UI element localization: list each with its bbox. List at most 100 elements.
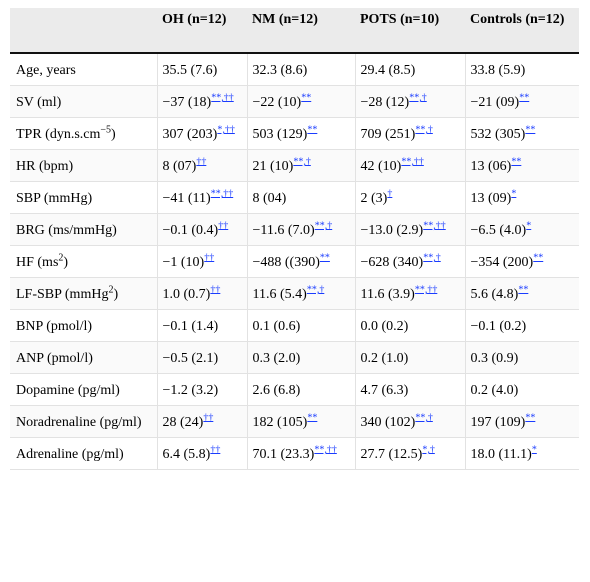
footnote-ref-link[interactable]: ** [319, 252, 330, 264]
cell-controls: 13 (09)* [465, 181, 579, 214]
footnote-ref-link[interactable]: **,†† [314, 444, 337, 456]
cell-oh: 35.5 (7.6) [157, 53, 248, 86]
footnote-ref-link[interactable]: ** [511, 156, 522, 168]
footnote-ref-link[interactable]: * [511, 188, 517, 200]
cell-oh: −1 (10)†† [157, 245, 248, 278]
footnote-ref-link[interactable]: ** [525, 124, 536, 136]
row-label-text: SBP (mmHg) [16, 191, 93, 206]
cell-controls: 18.0 (11.1)* [465, 437, 579, 470]
cell-value: 0.0 (0.2) [360, 319, 409, 334]
header-cell-pots: POTS (n=10) [355, 8, 465, 54]
row-label: ANP (pmol/l) [10, 341, 158, 374]
cell-nm: 8 (04) [247, 181, 356, 214]
footnote-ref-link[interactable]: †† [210, 284, 221, 296]
footnote-ref-link[interactable]: **,† [314, 220, 333, 232]
cell-value: 5.6 (4.8) [470, 287, 519, 302]
cell-value: −1.2 (3.2) [162, 383, 219, 398]
cell-controls: 0.3 (0.9) [465, 341, 579, 374]
cell-controls: 197 (109)** [465, 405, 579, 438]
footnote-ref-link[interactable]: * [531, 444, 537, 456]
row-label: Age, years [10, 53, 158, 86]
row-label: LF-SBP (mmHg2) [10, 277, 158, 310]
footnote-ref-link[interactable]: ** [519, 92, 530, 104]
table-row: BNP (pmol/l) −0.1 (1.4) 0.1 (0.6) 0.0 (0.2)… [10, 309, 579, 342]
footnote-ref-link[interactable]: †† [218, 220, 229, 232]
cell-nm: −11.6 (7.0)**,† [247, 213, 356, 246]
footnote-ref-link[interactable]: *,† [422, 444, 435, 456]
cell-controls: −354 (200)** [465, 245, 579, 278]
table-row: HF (ms2) −1 (10)†† −488 ((390)** −628 (340)… [10, 245, 579, 278]
cell-value: −37 (18) [162, 95, 212, 110]
row-label-text: HF (ms [16, 255, 59, 270]
cell-value: 18.0 (11.1) [470, 447, 532, 462]
footnote-ref-link[interactable]: †† [204, 252, 215, 264]
row-label: Adrenaline (pg/ml) [10, 437, 158, 470]
row-label: SV (ml) [10, 85, 158, 118]
unit-exponent: 2 [108, 284, 114, 296]
cell-oh: −0.1 (0.4)†† [157, 213, 248, 246]
cell-nm: 70.1 (23.3)**,†† [247, 437, 356, 470]
footnote-ref-link[interactable]: **,†† [211, 92, 234, 104]
cell-value: 33.8 (5.9) [470, 63, 526, 78]
cell-pots: 4.7 (6.3) [355, 373, 466, 406]
unit-exponent: 2 [58, 252, 64, 264]
cell-value: 35.5 (7.6) [162, 63, 218, 78]
cell-value: 532 (305) [470, 127, 526, 142]
cell-value: −13.0 (2.9) [360, 223, 424, 238]
cell-value: 11.6 (5.4) [252, 287, 307, 302]
footnote-ref-link[interactable]: ** [533, 252, 544, 264]
footnote-ref-link[interactable]: **,†† [414, 284, 438, 296]
cell-value: −11.6 (7.0) [252, 223, 315, 238]
footnote-ref-link[interactable]: *,†† [217, 124, 235, 136]
table-row: HR (bpm) 8 (07)†† 21 (10)**,† 42 (10)**,†† 1… [10, 149, 579, 182]
footnote-ref-link[interactable]: * [526, 220, 532, 232]
cell-controls: −0.1 (0.2) [465, 309, 579, 342]
cell-oh: 28 (24)†† [157, 405, 248, 438]
footnote-ref-link[interactable]: **,† [423, 252, 441, 264]
footnote-ref-link[interactable]: †† [210, 444, 221, 456]
row-label-tail: ) [111, 127, 116, 142]
footnote-ref-link[interactable]: †† [203, 412, 214, 424]
footnote-ref-link[interactable]: ** [307, 124, 318, 136]
table-row: BRG (ms/mmHg) −0.1 (0.4)†† −11.6 (7.0)**,†… [10, 213, 579, 246]
cell-pots: 27.7 (12.5)*,† [355, 437, 466, 470]
cell-nm: 0.3 (2.0) [247, 341, 356, 374]
cell-value: −0.1 (0.2) [470, 319, 527, 334]
footnote-ref-link[interactable]: ** [525, 412, 536, 424]
footnote-ref-link[interactable]: †† [196, 156, 207, 168]
footnote-ref-link[interactable]: **,†† [401, 156, 424, 168]
footnote-ref-link[interactable]: **,† [409, 92, 427, 104]
footnote-ref-link[interactable]: ** [301, 92, 312, 104]
cell-value: 0.3 (0.9) [470, 351, 519, 366]
footnote-ref-link[interactable]: **,†† [210, 188, 234, 200]
footnote-ref-link[interactable]: † [387, 188, 393, 200]
row-label-text: BNP (pmol/l) [16, 319, 93, 334]
cell-value: 28 (24) [162, 415, 204, 430]
footnote-ref-link[interactable]: **,† [306, 284, 325, 296]
cell-value: 197 (109) [470, 415, 526, 430]
cell-value: 182 (105) [252, 415, 308, 430]
cell-pots: −13.0 (2.9)**,†† [355, 213, 466, 246]
cell-nm: 21 (10)**,† [247, 149, 356, 182]
row-label-text: Noradrenaline (pg/ml) [16, 415, 142, 430]
row-label: SBP (mmHg) [10, 181, 158, 214]
footnote-ref-link[interactable]: ** [518, 284, 529, 296]
footnote-ref-link[interactable]: **,† [415, 124, 433, 136]
footnote-ref-link[interactable]: **,† [415, 412, 433, 424]
cell-nm: 0.1 (0.6) [247, 309, 356, 342]
cell-pots: 340 (102)**,† [355, 405, 466, 438]
header-cell-controls: Controls (n=12) [465, 8, 579, 54]
cell-oh: −41 (11)**,†† [157, 181, 248, 214]
row-label-text: LF-SBP (mmHg [16, 287, 109, 302]
cell-value: −22 (10) [252, 95, 302, 110]
footnote-ref-link[interactable]: ** [307, 412, 318, 424]
cell-value: 503 (129) [252, 127, 308, 142]
row-label-text: Dopamine (pg/ml) [16, 383, 120, 398]
footnote-ref-link[interactable]: **,†† [423, 220, 446, 232]
cell-controls: 0.2 (4.0) [465, 373, 579, 406]
cell-value: 2.6 (6.8) [252, 383, 301, 398]
cell-value: 0.3 (2.0) [252, 351, 301, 366]
cell-value: −354 (200) [470, 255, 534, 270]
footnote-ref-link[interactable]: **,† [293, 156, 311, 168]
cell-nm: 32.3 (8.6) [247, 53, 356, 86]
